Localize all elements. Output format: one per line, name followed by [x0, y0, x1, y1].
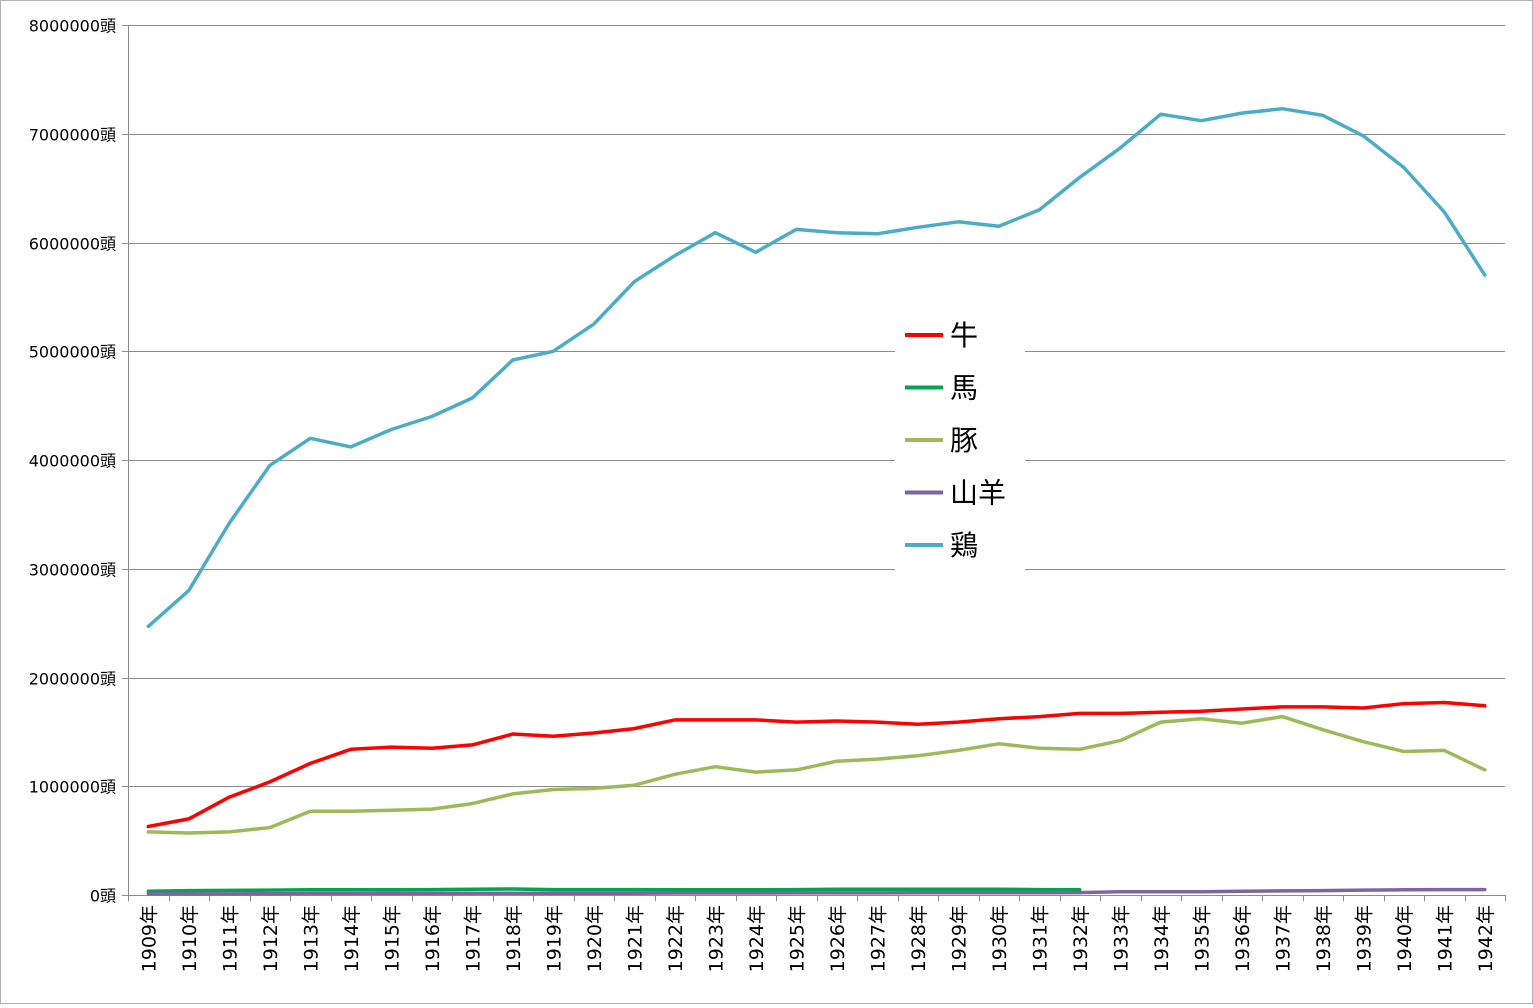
- y-tick-label: 3000000頭: [29, 561, 116, 580]
- x-tick-label: 1929年: [948, 905, 970, 972]
- x-tick-label: 1915年: [381, 905, 403, 972]
- x-tick-label: 1939年: [1353, 905, 1375, 972]
- x-tick-label: 1940年: [1394, 905, 1416, 972]
- x-tick-label: 1942年: [1475, 905, 1497, 972]
- x-tick-label: 1923年: [705, 905, 727, 972]
- x-tick-label: 1937年: [1272, 905, 1294, 972]
- y-tick-label: 8000000頭: [29, 17, 116, 36]
- x-tick-label: 1921年: [624, 905, 646, 972]
- axes: [122, 25, 1506, 901]
- x-tick-label: 1927年: [867, 905, 889, 972]
- x-tick-label: 1919年: [543, 905, 565, 972]
- y-tick-label: 0頭: [90, 887, 116, 906]
- y-tick-label: 7000000頭: [29, 126, 116, 145]
- legend-label: 豚: [950, 424, 978, 457]
- x-tick-label: 1918年: [503, 905, 525, 972]
- series-line-0: [146, 700, 1487, 829]
- x-tick-label: 1931年: [1029, 905, 1051, 972]
- y-tick-label: 1000000頭: [29, 778, 116, 797]
- y-tick-label: 6000000頭: [29, 235, 116, 254]
- x-tick-label: 1925年: [786, 905, 808, 972]
- legend-label: 山羊: [950, 477, 1006, 510]
- series-line-4: [146, 106, 1487, 629]
- x-tick-label: 1911年: [219, 905, 241, 972]
- x-tick-label: 1924年: [746, 905, 768, 972]
- x-tick-label: 1935年: [1191, 905, 1213, 972]
- x-tick-label: 1916年: [422, 905, 444, 972]
- series-line-3: [146, 887, 1487, 896]
- series-lines: [146, 106, 1487, 896]
- x-tick-label: 1913年: [300, 905, 322, 972]
- x-tick-label: 1914年: [341, 905, 363, 972]
- legend-label: 牛: [950, 319, 978, 352]
- gridlines: [128, 25, 1505, 787]
- x-tick-label: 1938年: [1313, 905, 1335, 972]
- x-tick-label: 1933年: [1110, 905, 1132, 972]
- x-tick-label: 1922年: [665, 905, 687, 972]
- y-tick-label: 5000000頭: [29, 343, 116, 362]
- x-tick-label: 1932年: [1070, 905, 1092, 972]
- x-tick-label: 1909年: [138, 905, 160, 972]
- x-tick-label: 1934年: [1151, 905, 1173, 972]
- y-tick-label: 2000000頭: [29, 670, 116, 689]
- legend-label: 鶏: [950, 529, 978, 562]
- x-tick-label: 1936年: [1232, 905, 1254, 972]
- x-tick-label: 1930年: [989, 905, 1011, 972]
- y-tick-labels: 0頭 1000000頭 2000000頭 3000000頭 4000000頭 500000…: [29, 17, 116, 906]
- x-tick-label: 1917年: [462, 905, 484, 972]
- x-tick-label: 1910年: [179, 905, 201, 972]
- legend-label: 馬: [950, 372, 978, 405]
- x-tick-label: 1920年: [584, 905, 606, 972]
- x-tick-label: 1912年: [260, 905, 282, 972]
- y-tick-label: 4000000頭: [29, 452, 116, 471]
- x-tick-labels: 1909年 1910年 1911年 1912年 1913年 1914年 1915年 1916年…: [138, 905, 1497, 972]
- x-tick-label: 1928年: [908, 905, 930, 972]
- series-line-1: [146, 887, 1082, 893]
- x-tick-label: 1941年: [1434, 905, 1456, 972]
- series-line-2: [146, 714, 1487, 835]
- x-tick-label: 1926年: [827, 905, 849, 972]
